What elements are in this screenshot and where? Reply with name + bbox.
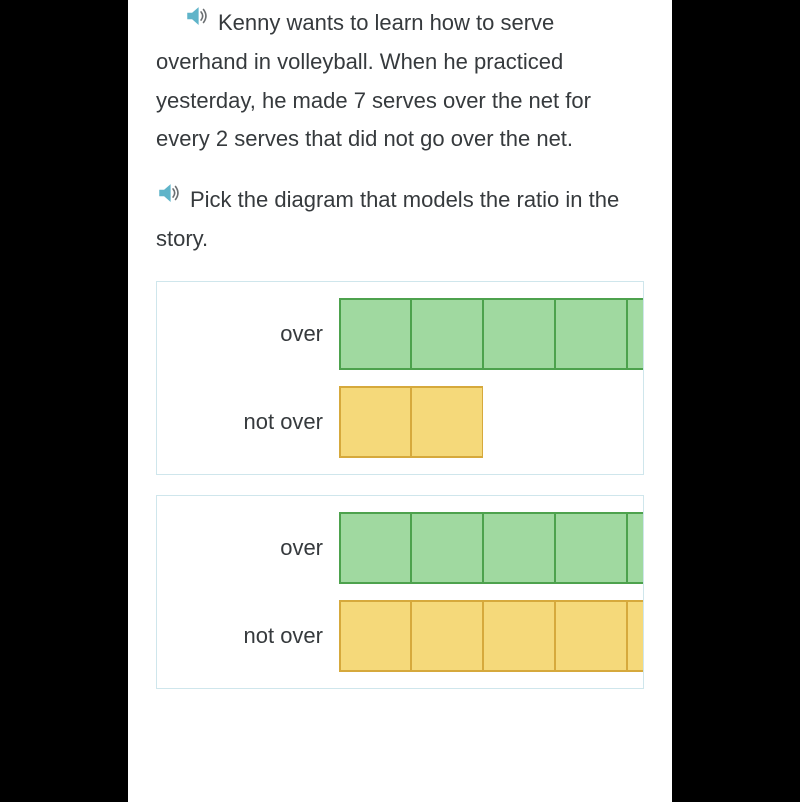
bar-boxes	[339, 298, 644, 370]
ratio-box	[555, 298, 627, 370]
ratio-box	[555, 512, 627, 584]
speaker-wave-2	[204, 9, 206, 22]
option-card-0[interactable]: over not over	[156, 281, 644, 475]
speaker-wave-1	[173, 189, 175, 197]
ratio-box	[411, 386, 483, 458]
ratio-box	[483, 512, 555, 584]
speaker-button-prompt[interactable]	[156, 180, 182, 219]
bar-boxes	[339, 600, 644, 672]
ratio-box	[627, 512, 644, 584]
speaker-body	[159, 184, 170, 202]
ratio-box	[411, 600, 483, 672]
ratio-box	[483, 298, 555, 370]
ratio-box	[339, 600, 411, 672]
content-panel: Kenny wants to learn how to serve overha…	[128, 0, 672, 802]
bar-row: not over	[157, 386, 643, 458]
speaker-body	[187, 7, 198, 25]
story-indent: Kenny wants to learn how to serve overha…	[156, 10, 591, 151]
bar-label: over	[157, 535, 339, 561]
speaker-wave-1	[201, 12, 203, 20]
bar-label: not over	[157, 409, 339, 435]
option-card-1[interactable]: over not over	[156, 495, 644, 689]
ratio-box	[339, 512, 411, 584]
options-container: over not over over not over	[156, 281, 644, 689]
speaker-icon	[156, 180, 182, 206]
bar-row: over	[157, 298, 643, 370]
bar-label: over	[157, 321, 339, 347]
ratio-box	[483, 600, 555, 672]
prompt-text: Pick the diagram that models the ratio i…	[156, 187, 619, 251]
bar-boxes	[339, 386, 483, 458]
speaker-button-story[interactable]	[184, 3, 210, 42]
story-text: Kenny wants to learn how to serve overha…	[156, 10, 591, 151]
ratio-box	[627, 298, 644, 370]
ratio-box	[411, 512, 483, 584]
ratio-box	[339, 386, 411, 458]
ratio-box	[627, 600, 644, 672]
ratio-box	[555, 600, 627, 672]
ratio-box	[411, 298, 483, 370]
speaker-icon	[184, 3, 210, 29]
bar-row: over	[157, 512, 643, 584]
bar-boxes	[339, 512, 644, 584]
ratio-box	[339, 298, 411, 370]
bar-row: not over	[157, 600, 643, 672]
story-paragraph: Kenny wants to learn how to serve overha…	[156, 4, 644, 159]
speaker-wave-2	[176, 186, 178, 199]
bar-label: not over	[157, 623, 339, 649]
prompt-paragraph: Pick the diagram that models the ratio i…	[156, 181, 644, 259]
